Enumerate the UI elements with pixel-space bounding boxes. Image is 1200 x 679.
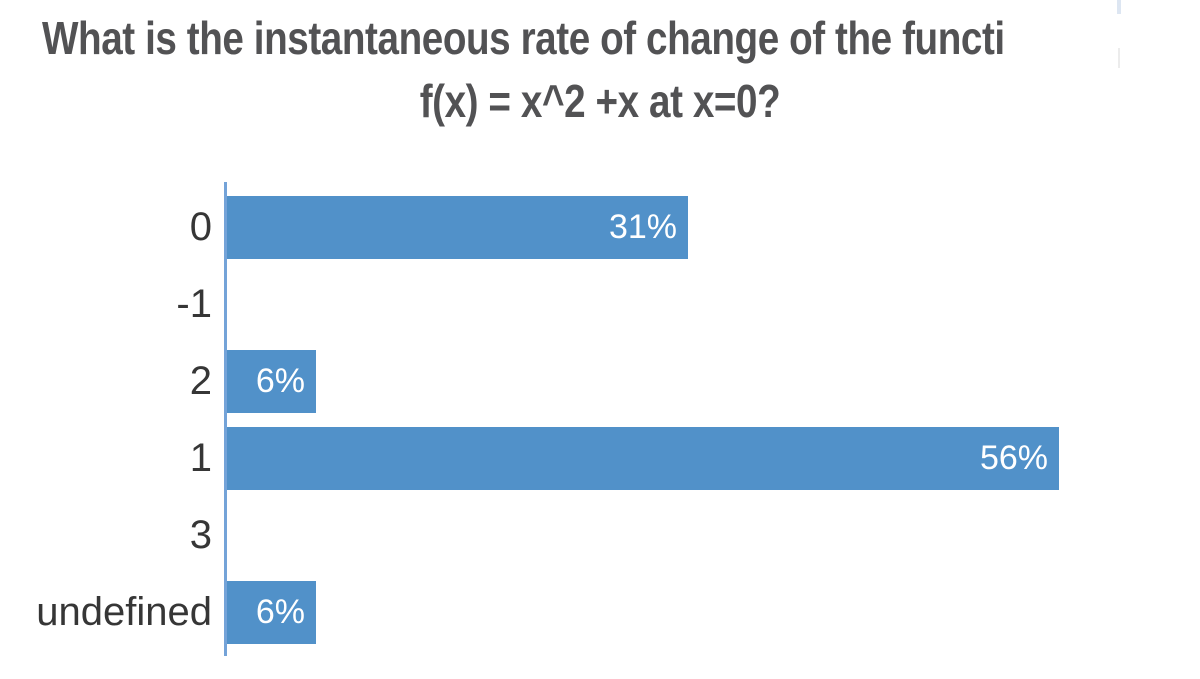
category-label: 0 <box>189 205 212 249</box>
category-label: -1 <box>176 282 212 326</box>
chart-row: 2 6% <box>0 343 1200 420</box>
bar: 56% <box>227 427 1059 490</box>
bar: 31% <box>227 196 688 259</box>
value-label: 6% <box>255 593 305 631</box>
title-scrollbar-thumb[interactable] <box>1117 0 1121 14</box>
bar: 6% <box>227 581 316 644</box>
chart-row: undefined 6% <box>0 574 1200 651</box>
question-title-line1: What is the instantaneous rate of change… <box>42 12 1005 64</box>
title-scrollbar-track <box>1118 48 1120 68</box>
chart-row: 0 31% <box>0 189 1200 266</box>
category-label: 2 <box>189 359 212 403</box>
chart-row: 1 56% <box>0 420 1200 497</box>
question-title-container: What is the instantaneous rate of change… <box>0 0 1118 72</box>
category-label: 1 <box>189 436 212 480</box>
value-label: 56% <box>979 439 1048 477</box>
question-title-line2: f(x) = x^2 +x at x=0? <box>419 75 781 127</box>
chart-row: -1 <box>0 266 1200 343</box>
category-label: undefined <box>36 590 212 634</box>
chart-row: 3 <box>0 497 1200 574</box>
category-axis-line <box>224 182 227 656</box>
category-label: 3 <box>189 513 212 557</box>
bar: 6% <box>227 350 316 413</box>
value-label: 31% <box>608 208 677 246</box>
value-label: 6% <box>255 362 305 400</box>
